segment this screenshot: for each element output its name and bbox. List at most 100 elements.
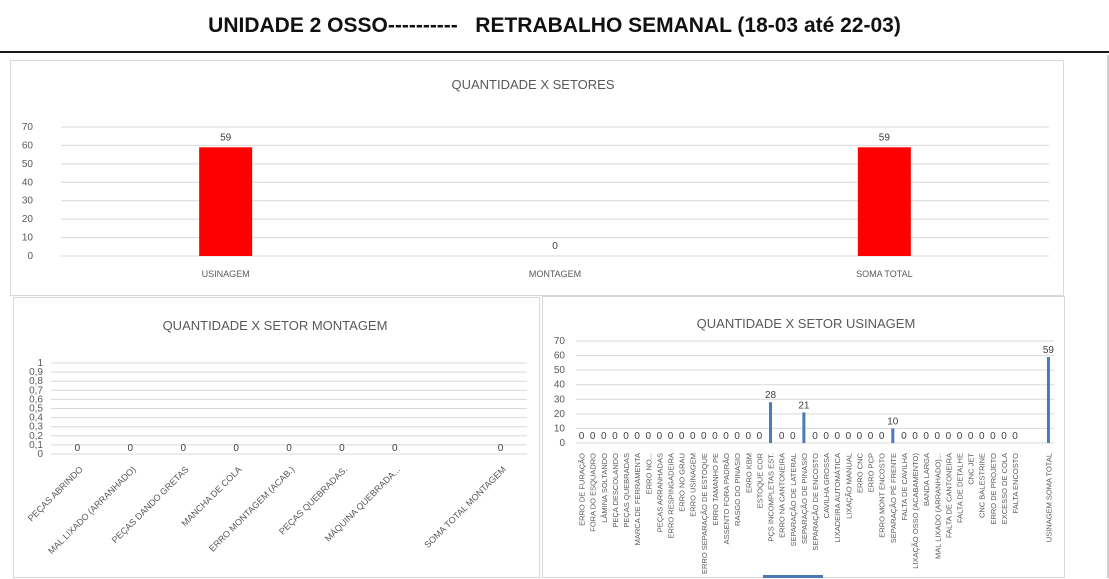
data-label: 0 bbox=[779, 431, 785, 442]
data-label: 0 bbox=[623, 431, 629, 442]
category-label: PEÇAS ARRANHADAS bbox=[655, 453, 664, 532]
y-tick-label: 0,3 bbox=[29, 422, 43, 433]
data-label: 59 bbox=[220, 132, 232, 143]
category-label: ERRO SEPARAÇÃO DE ESTOQUE bbox=[700, 453, 709, 574]
category-label: MARCA DE FERRAMENTA bbox=[633, 453, 642, 545]
y-tick-label: 0,4 bbox=[29, 413, 43, 424]
data-label: 0 bbox=[128, 443, 134, 454]
category-label: CAVILHA GROSSA bbox=[822, 453, 831, 518]
data-label: 0 bbox=[979, 431, 985, 442]
category-label: BANDA LARGA bbox=[922, 453, 931, 506]
chart-title: QUANTIDADE X SETOR USINAGEM bbox=[697, 316, 916, 331]
category-label: ERRO CNC bbox=[855, 452, 864, 493]
category-label: PEÇAS ABRINDO bbox=[26, 464, 85, 523]
category-label: PEÇA DESCOLANDO bbox=[611, 453, 620, 528]
category-label: PEÇAS QUEBRADAS bbox=[622, 453, 631, 528]
data-label: 0 bbox=[934, 431, 940, 442]
category-label: ERRO MONTAGEM (ACAB.) bbox=[207, 464, 296, 553]
category-label: SEPARAÇÃO DE PINASIO bbox=[800, 453, 809, 544]
category-label: CNC BALESTRINE bbox=[978, 453, 987, 518]
data-label: 0 bbox=[790, 431, 796, 442]
category-label: MAL LIXADO (ARRANHADO)... bbox=[933, 453, 942, 559]
category-label: FALTA DE DETALHE bbox=[956, 453, 965, 523]
bar bbox=[199, 147, 253, 256]
data-label: 0 bbox=[392, 443, 398, 454]
category-label: ESTOQUE COR bbox=[755, 452, 764, 508]
chart-setores: QUANTIDADE X SETORES 0 10 20 30 40 50 60 70 59 US… bbox=[22, 77, 1049, 279]
category-label: SEPARAÇÃO DE LATERAL bbox=[789, 453, 798, 547]
y-tick-label: 0,6 bbox=[29, 394, 43, 405]
y-tick-label: 60 bbox=[22, 140, 34, 151]
data-label: 0 bbox=[912, 431, 918, 442]
data-label: 0 bbox=[668, 431, 674, 442]
category-label: FALTA ENCOSTO bbox=[1011, 453, 1020, 514]
data-label: 0 bbox=[879, 431, 885, 442]
data-label: 0 bbox=[757, 431, 763, 442]
data-label: 0 bbox=[834, 431, 840, 442]
category-label: SOMA TOTAL bbox=[856, 269, 913, 279]
y-tick-label: 0,9 bbox=[29, 367, 43, 378]
category-label: SOMA TOTAL MONTAGEM bbox=[422, 464, 508, 550]
data-label: 0 bbox=[712, 431, 718, 442]
data-label: 10 bbox=[887, 416, 899, 427]
category-label: SEPARAÇÃO DE ENCOSTO bbox=[811, 453, 820, 551]
category-label: USINAGEM bbox=[202, 269, 250, 279]
category-label: EXCESSO DE COLA bbox=[1000, 453, 1009, 524]
chart-title: QUANTIDADE X SETORES bbox=[451, 77, 614, 92]
data-label: 59 bbox=[1043, 345, 1055, 356]
y-tick-label: 40 bbox=[22, 177, 34, 188]
data-label: 59 bbox=[879, 132, 891, 143]
category-label: ERRO USINAGEM bbox=[689, 453, 698, 517]
category-label: ERRO PCP bbox=[867, 453, 876, 492]
data-label: 0 bbox=[923, 431, 929, 442]
data-label: 0 bbox=[75, 443, 81, 454]
y-tick-label: 50 bbox=[554, 365, 566, 376]
data-label: 0 bbox=[679, 431, 685, 442]
data-label: 0 bbox=[180, 443, 186, 454]
data-label: 0 bbox=[823, 431, 829, 442]
y-tick-label: 0,2 bbox=[29, 431, 43, 442]
category-label: ERRO DE PROJETO bbox=[989, 453, 998, 525]
header-bar: UNIDADE 2 OSSO---------- RETRABALHO SEMA… bbox=[0, 0, 1109, 53]
y-tick-label: 60 bbox=[554, 351, 566, 362]
category-label: FORA DO ESQUADRO bbox=[589, 453, 598, 532]
y-tick-label: 10 bbox=[22, 233, 34, 244]
y-tick-label: 0,5 bbox=[29, 404, 43, 415]
category-label: CNC JET bbox=[967, 453, 976, 485]
data-label: 0 bbox=[846, 431, 852, 442]
y-tick-label: 70 bbox=[22, 122, 34, 133]
data-label: 21 bbox=[798, 400, 810, 411]
y-tick-label: 70 bbox=[554, 336, 566, 347]
bar bbox=[1046, 357, 1050, 443]
category-label: SEPARAÇÃO PÉ FRENTE bbox=[889, 453, 898, 543]
data-label: 0 bbox=[901, 431, 907, 442]
y-tick-label: 40 bbox=[554, 380, 566, 391]
category-label: LIXAÇÃO OSSO (ACABAMENTO) bbox=[911, 453, 920, 569]
horizontal-scrollbar[interactable] bbox=[763, 575, 823, 578]
data-label: 0 bbox=[690, 431, 696, 442]
category-label: ERRO NO GRAU bbox=[678, 453, 687, 512]
y-tick-label: 0,7 bbox=[29, 385, 43, 396]
data-label: 0 bbox=[968, 431, 974, 442]
y-tick-label: 20 bbox=[22, 214, 34, 225]
y-tick-label: 0,1 bbox=[29, 440, 43, 451]
category-label: FALTA DE CANTONEIRA bbox=[944, 453, 953, 538]
data-label: 0 bbox=[612, 431, 618, 442]
y-tick-label: 0 bbox=[27, 251, 33, 262]
data-label: 0 bbox=[946, 431, 952, 442]
data-label: 0 bbox=[990, 431, 996, 442]
category-label: LIXAÇÃO MANUAL bbox=[844, 453, 853, 519]
category-label: LÂMINA SOLTANDO bbox=[600, 453, 609, 523]
data-label: 0 bbox=[1012, 431, 1018, 442]
category-label: USINAGEM SOMA TOTAL bbox=[1044, 453, 1053, 542]
category-label: ERRO DE FURAÇÃO bbox=[578, 453, 587, 526]
data-label: 0 bbox=[233, 443, 239, 454]
data-label: 0 bbox=[657, 431, 663, 442]
category-label: PÇS INCOMPLETAS EST. bbox=[767, 453, 776, 542]
chart-panel-montagem: QUANTIDADE X SETOR MONTAGEM 0 0,1 0,2 0,3 0,… bbox=[13, 297, 540, 578]
y-tick-label: 30 bbox=[22, 196, 34, 207]
chart-panel-setores: QUANTIDADE X SETORES 0 10 20 30 40 50 60 70 59 US… bbox=[10, 60, 1064, 296]
y-tick-label: 10 bbox=[554, 423, 566, 434]
data-label: 0 bbox=[498, 443, 504, 454]
data-label: 0 bbox=[339, 443, 345, 454]
